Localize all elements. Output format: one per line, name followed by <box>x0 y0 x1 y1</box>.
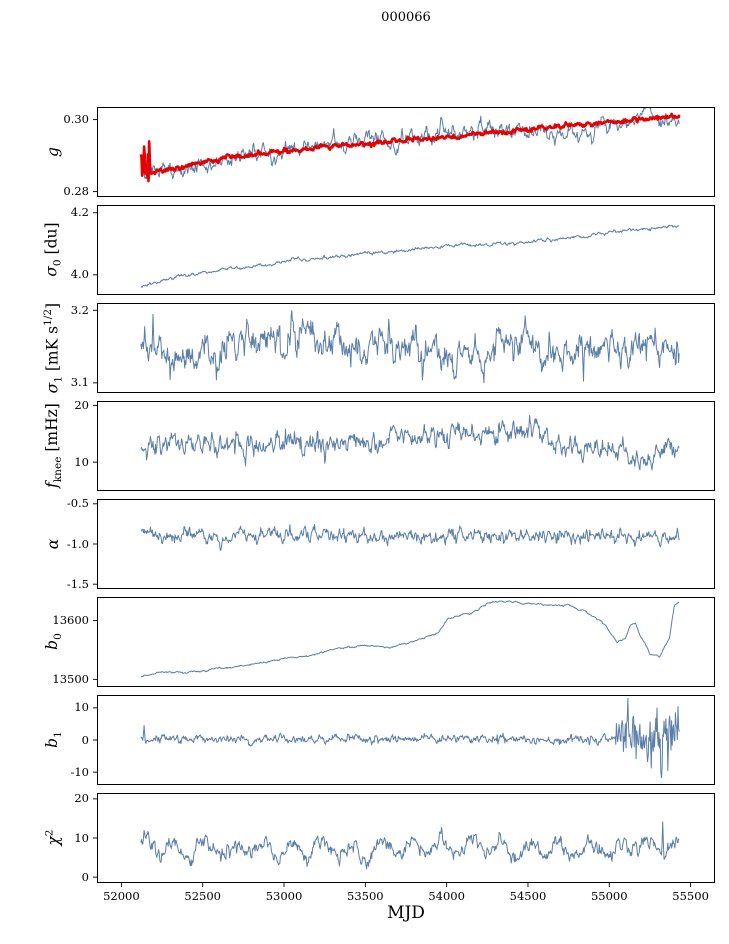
x-tick-label: 54500 <box>509 889 547 903</box>
x-tick-label: 54000 <box>428 889 465 903</box>
y-tick-label: -10 <box>70 764 89 779</box>
y-tick-label: 13600 <box>52 613 89 628</box>
y-tick-label: -1.0 <box>66 536 89 551</box>
x-tick-label: 53000 <box>265 889 303 903</box>
x-tick-label: 53500 <box>347 889 384 903</box>
axes-frame <box>97 303 715 393</box>
axes-frame <box>97 695 715 785</box>
series-g-fit <box>139 112 681 183</box>
y-tick-label: 4.0 <box>70 267 89 282</box>
series-fknee-data <box>140 414 680 471</box>
axes-frame <box>97 597 715 687</box>
y-tick-label: 0 <box>81 869 89 884</box>
series-alpha-data <box>140 523 680 551</box>
y-axis-label-g: g <box>44 147 62 157</box>
subplot-alpha <box>93 499 715 589</box>
subplot-sigma1 <box>93 303 715 393</box>
subplot-sigma0 <box>93 205 715 295</box>
y-tick-label: 10 <box>74 830 89 845</box>
subplot-fknee <box>93 401 715 491</box>
series-chi2-data <box>140 821 680 870</box>
subplot-chi2 <box>93 793 715 887</box>
y-tick-label: 20 <box>74 398 89 413</box>
y-tick-label: 0.30 <box>63 112 89 127</box>
series-b0-data <box>140 600 680 678</box>
x-tick-label: 52500 <box>184 889 221 903</box>
y-tick-label: 10 <box>74 454 89 469</box>
y-tick-label: 0 <box>81 732 89 747</box>
figure-title: 000066 <box>381 10 431 25</box>
series-sigma1-data <box>140 310 680 384</box>
x-tick-label: 55000 <box>590 889 628 903</box>
y-axis-label-wrap: fknee [mHz] <box>16 401 90 491</box>
y-tick-label: 0.28 <box>63 184 89 199</box>
series-sigma0-data <box>140 224 680 288</box>
axes-frame <box>97 401 715 491</box>
y-tick-label: 10 <box>74 700 89 715</box>
y-tick-label: 3.1 <box>70 375 89 390</box>
y-axis-label-b0: b0 <box>42 633 64 651</box>
x-axis-label: MJD <box>387 903 425 923</box>
axes-frame <box>97 793 715 883</box>
series-g-data <box>140 107 680 180</box>
subplot-b0 <box>93 597 715 687</box>
subplot-b1 <box>93 695 715 785</box>
y-tick-label: -0.5 <box>66 496 89 511</box>
axes-frame <box>97 107 715 197</box>
y-tick-label: -1.5 <box>66 576 89 591</box>
x-tick-label: 52000 <box>103 889 140 903</box>
axes-frame <box>97 499 715 589</box>
axes-frame <box>97 205 715 295</box>
y-tick-label: 3.2 <box>70 302 89 317</box>
y-tick-label: 13500 <box>52 671 89 686</box>
series-b1-data <box>140 697 680 779</box>
subplot-g <box>93 107 715 197</box>
y-tick-label: 20 <box>74 791 89 806</box>
y-axis-label-fknee: fknee [mHz] <box>42 403 64 489</box>
y-tick-label: 4.2 <box>70 205 89 220</box>
x-tick-label: 55500 <box>672 889 709 903</box>
